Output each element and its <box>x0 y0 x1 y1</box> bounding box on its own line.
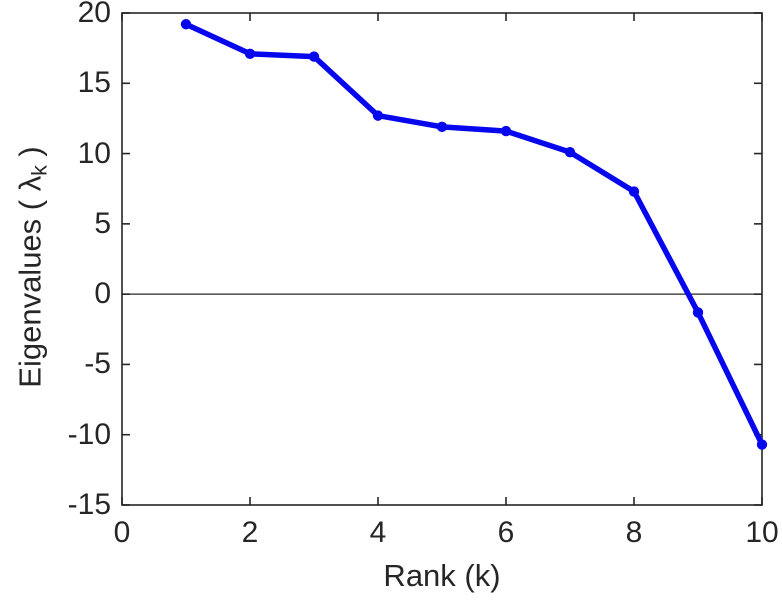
y-axis-label: Eigenvalues ( λk ) <box>12 146 52 388</box>
x-axis-label: Rank (k) <box>383 560 500 591</box>
y-tick-label: 0 <box>94 277 111 311</box>
data-point-marker <box>244 48 256 59</box>
eigenvalues-line <box>183 21 765 448</box>
data-point-marker <box>180 19 192 30</box>
data-point-marker <box>564 146 576 158</box>
data-point-marker <box>628 186 640 197</box>
x-axis-label-text: Rank (k) <box>383 558 501 593</box>
y-axis-label-end: ) <box>12 146 48 166</box>
x-tick-label: 8 <box>625 516 643 549</box>
x-tick-label: 2 <box>241 516 259 549</box>
data-point-marker <box>308 51 320 62</box>
data-point-marker <box>756 439 768 450</box>
y-tick-label: -10 <box>67 417 111 451</box>
data-point-marker <box>372 110 384 121</box>
y-tick-label: -15 <box>67 488 111 521</box>
y-tick-label: 20 <box>77 0 111 29</box>
y-tick-label: 10 <box>77 136 111 170</box>
axes-box <box>121 12 763 506</box>
y-tick-label: 5 <box>94 206 111 240</box>
y-axis-label-main: Eigenvalues ( λ <box>12 175 48 388</box>
data-point-marker <box>436 121 448 133</box>
y-tick-label: -5 <box>84 347 111 381</box>
x-tick-label: 6 <box>497 516 515 549</box>
data-point-marker <box>692 307 704 318</box>
y-axis-label-subscript: k <box>28 165 52 176</box>
y-tick-label: 15 <box>77 66 111 100</box>
x-tick-label: 0 <box>113 516 131 549</box>
data-point-marker <box>500 125 512 137</box>
x-tick-label: 10 <box>745 516 779 549</box>
x-tick-label: 4 <box>369 516 387 549</box>
